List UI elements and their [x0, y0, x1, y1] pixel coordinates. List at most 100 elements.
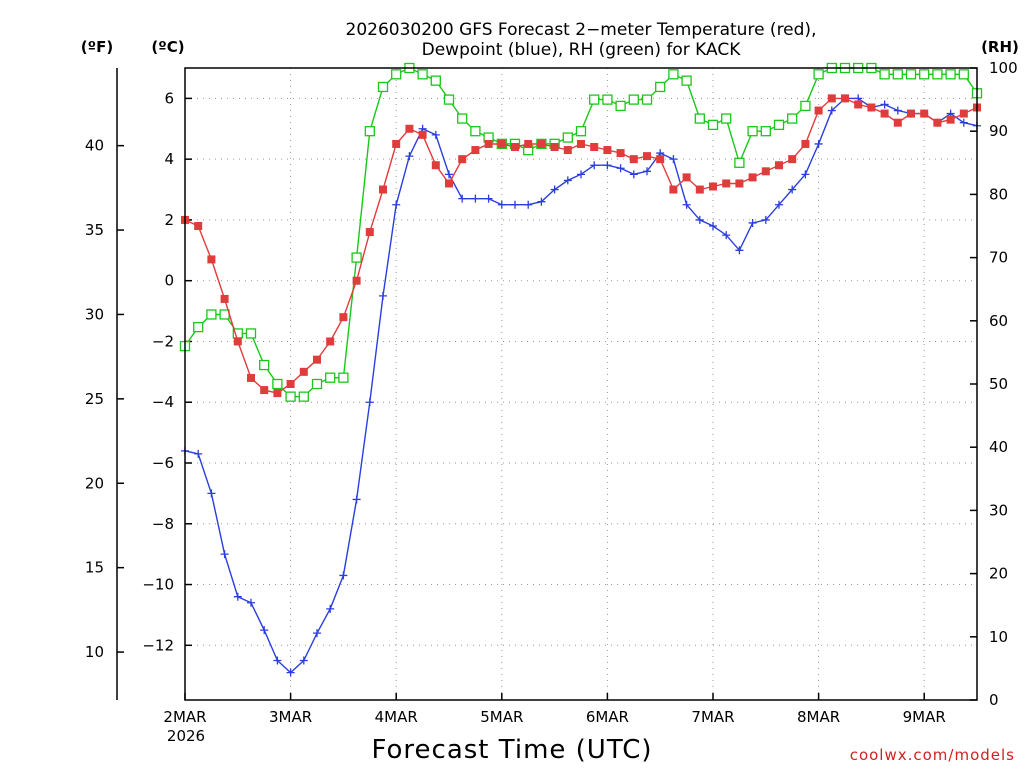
- fahrenheit-tick-label: 30: [85, 305, 104, 323]
- temperature-point: [313, 355, 321, 364]
- celsius-tick-label: −6: [152, 454, 174, 472]
- rh-point: [958, 69, 969, 80]
- dewpoint-point: [722, 231, 731, 240]
- dewpoint-point: [471, 194, 480, 203]
- fahrenheit-axis: 10 15 20 25 30 35 40: [85, 68, 124, 700]
- credit-text: coolwx.com/models: [850, 746, 1015, 764]
- rh-point: [338, 372, 349, 383]
- rh-point: [919, 69, 930, 80]
- chart-title-line2: Dewpoint (blue), RH (green) for KACK: [422, 40, 742, 60]
- fahrenheit-axis-unit: (ºF): [81, 38, 113, 56]
- rh-tick-label: 10: [989, 628, 1008, 646]
- temperature-point: [788, 155, 797, 164]
- celsius-tick-label: 2: [164, 211, 174, 229]
- temperature-point: [629, 155, 638, 164]
- dewpoint-point: [629, 170, 638, 179]
- rh-point: [628, 94, 639, 105]
- x-tick-label: 4MAR: [375, 708, 418, 726]
- dewpoint-point: [695, 215, 704, 224]
- rh-point: [721, 113, 732, 124]
- dewpoint-point: [735, 246, 744, 255]
- temperature-point: [392, 139, 401, 148]
- temperature-point: [854, 100, 863, 109]
- rh-tick-label: 40: [989, 438, 1008, 456]
- x-tick-label: 8MAR: [797, 708, 840, 726]
- x-tick-label: 7MAR: [691, 708, 734, 726]
- plot-frame: [184, 67, 978, 701]
- celsius-tick-label: −8: [152, 515, 174, 533]
- rh-point: [311, 378, 323, 390]
- dewpoint-point: [260, 626, 269, 635]
- rh-tick-label: 20: [989, 565, 1008, 583]
- rh-tick-label: 100: [989, 59, 1018, 77]
- rh-point: [641, 94, 653, 105]
- rh-point: [655, 81, 666, 93]
- rh-point: [892, 69, 903, 80]
- dewpoint-point: [431, 130, 440, 139]
- temperature-point: [299, 367, 308, 376]
- dewpoint-point: [207, 489, 216, 498]
- dewpoint-point: [365, 398, 374, 407]
- temperature-point: [471, 146, 480, 155]
- rh-axis: 0 10 20 30 40 50 60 70 80 90 100: [970, 59, 1018, 709]
- temperature-point: [194, 222, 203, 230]
- dewpoint-point: [893, 106, 902, 115]
- dewpoint-point: [814, 139, 823, 148]
- dewpoint-point: [669, 155, 678, 164]
- dewpoint-point: [788, 185, 797, 194]
- celsius-tick-label: −2: [152, 332, 174, 350]
- rh-point: [325, 372, 336, 383]
- rh-point: [272, 378, 283, 390]
- chart-title-line1: 2026030200 GFS Forecast 2−meter Temperat…: [346, 20, 817, 40]
- rh-point: [457, 113, 468, 124]
- dewpoint-point: [603, 161, 612, 170]
- temperature-point: [497, 139, 506, 148]
- dewpoint-point: [511, 200, 519, 209]
- rh-tick-label: 60: [989, 312, 1008, 330]
- dewpoint-point: [286, 668, 295, 677]
- rh-point: [905, 69, 917, 80]
- rh-point: [760, 126, 771, 137]
- rh-point: [707, 119, 719, 131]
- rh-tick-label: 80: [989, 185, 1008, 203]
- temperature-point: [233, 337, 242, 346]
- rh-point: [694, 113, 705, 124]
- dewpoint-point: [352, 495, 361, 504]
- x-tick-label: 5MAR: [480, 708, 523, 726]
- rh-point: [787, 113, 798, 124]
- temperature-point: [933, 118, 942, 127]
- celsius-tick-label: 0: [164, 272, 174, 290]
- dewpoint-point: [643, 167, 651, 176]
- dewpoint-point: [379, 291, 387, 300]
- temperature-point: [867, 103, 876, 112]
- temperature-point: [220, 294, 229, 303]
- dewpoint-point: [524, 200, 533, 209]
- temperature-point: [920, 109, 929, 118]
- fahrenheit-tick-label: 10: [85, 643, 104, 661]
- temperature-point: [841, 94, 849, 103]
- rh-point: [932, 69, 943, 80]
- rh-point: [747, 126, 758, 137]
- temperature-point: [814, 106, 823, 115]
- rh-point: [562, 132, 573, 143]
- dewpoint-point: [484, 194, 493, 203]
- dewpoint-point: [761, 215, 770, 224]
- rh-tick-label: 30: [989, 501, 1008, 519]
- dewpoint-point: [405, 152, 414, 161]
- dewpoint-point: [748, 218, 757, 227]
- temperature-point: [775, 161, 783, 170]
- dewpoint-point: [313, 629, 321, 638]
- dewpoint-point: [458, 194, 467, 203]
- dewpoint-point: [709, 222, 717, 230]
- celsius-tick-label: −12: [142, 636, 174, 654]
- dewpoint-point: [339, 571, 348, 580]
- dewpoint-point: [577, 170, 585, 179]
- temperature-point: [458, 155, 467, 164]
- temperature-point: [656, 155, 665, 164]
- dewpoint-point: [775, 200, 783, 209]
- dewpoint-point: [247, 598, 255, 607]
- celsius-tick-label: −4: [152, 393, 174, 411]
- rh-point: [800, 100, 811, 112]
- fahrenheit-tick-label: 40: [85, 137, 104, 155]
